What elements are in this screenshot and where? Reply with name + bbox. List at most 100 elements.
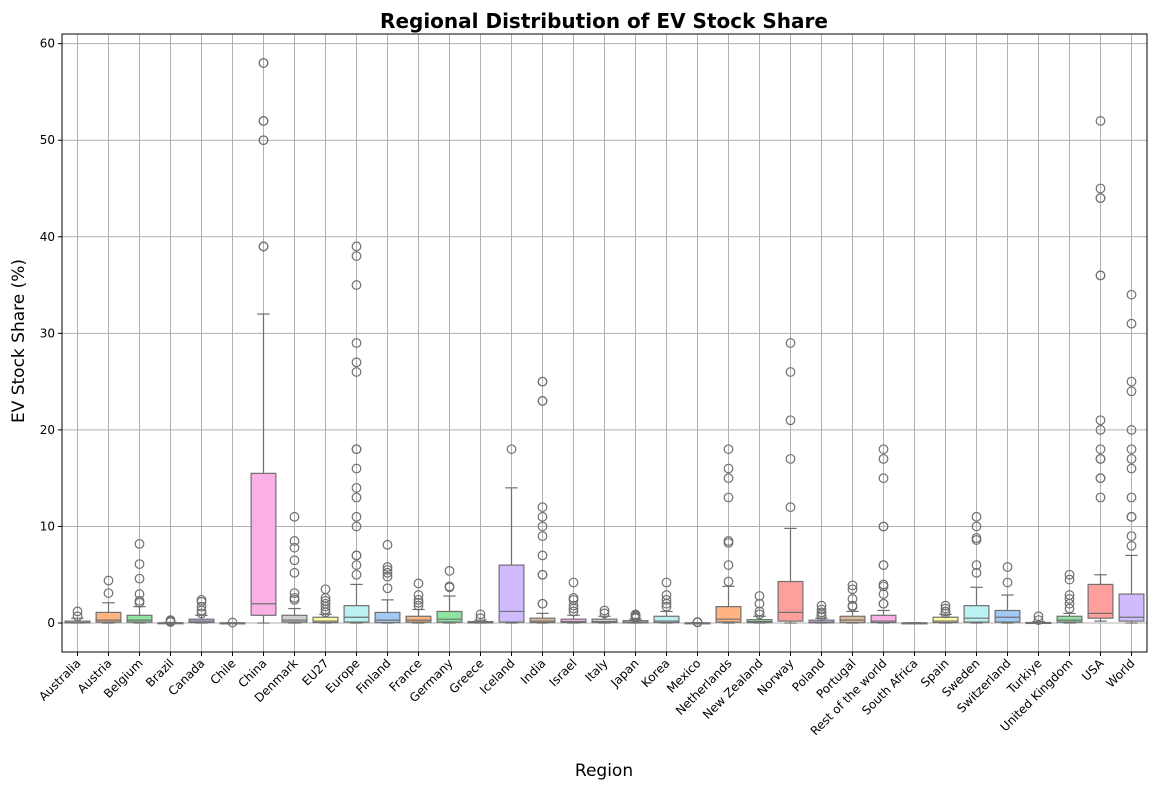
outlier-point — [351, 444, 362, 455]
outlier-point — [1126, 289, 1137, 300]
box-china — [250, 58, 277, 624]
outlier-point — [413, 600, 424, 611]
outlier-point — [165, 615, 176, 626]
outlier-point — [785, 415, 796, 426]
box-mexico — [684, 617, 711, 628]
outlier-point — [351, 357, 362, 368]
outlier-point — [1095, 116, 1106, 126]
outlier-point — [1126, 492, 1137, 503]
outlier-point — [692, 617, 703, 627]
box-europe — [343, 241, 370, 624]
outlier-point — [785, 502, 796, 513]
outlier-point — [1126, 425, 1137, 435]
outlier-point — [351, 569, 362, 580]
outlier-point — [537, 531, 548, 542]
iqr-box — [343, 605, 370, 623]
outlier-point — [196, 608, 207, 619]
outlier-point — [320, 598, 331, 609]
outlier-point — [816, 600, 827, 611]
outlier-point — [351, 492, 362, 503]
outlier-point — [351, 367, 362, 377]
outlier-point — [444, 581, 455, 592]
iqr-box — [1056, 615, 1083, 623]
box-rest-of-the-world — [870, 444, 897, 624]
x-tick-label: Chile — [207, 656, 238, 687]
outlier-point — [289, 593, 300, 603]
outlier-point — [878, 521, 889, 532]
outlier-point — [568, 606, 579, 617]
box-denmark — [281, 511, 308, 624]
outlier-point — [847, 584, 858, 595]
outlier-point — [413, 594, 424, 605]
outlier-point — [1126, 453, 1137, 464]
outlier-point — [878, 598, 889, 609]
outlier-point — [723, 576, 734, 587]
iqr-box — [126, 614, 153, 623]
outlier-point — [1002, 562, 1013, 572]
outlier-point — [568, 577, 579, 588]
box-italy — [591, 605, 618, 624]
outlier-point — [351, 482, 362, 493]
box-belgium — [126, 538, 153, 624]
box-turkiye — [1025, 611, 1052, 626]
outlier-point — [878, 473, 889, 484]
outlier-point — [723, 536, 734, 546]
iqr-box — [560, 618, 587, 624]
outlier-point — [537, 396, 548, 406]
outlier-point — [1095, 444, 1106, 455]
outlier-point — [971, 560, 982, 570]
outlier-point — [258, 58, 269, 68]
boxes-group — [64, 58, 1145, 628]
outlier-point — [847, 593, 858, 604]
iqr-box — [963, 605, 990, 623]
outlier-point — [847, 580, 858, 591]
outlier-point — [1095, 453, 1106, 464]
iqr-box — [994, 609, 1021, 623]
outlier-point — [382, 562, 393, 572]
iqr-box — [95, 611, 122, 623]
outlier-point — [1126, 318, 1137, 329]
outlier-point — [196, 594, 207, 605]
outlier-point — [661, 577, 672, 588]
box-india — [529, 376, 556, 624]
outlier-point — [1095, 270, 1106, 281]
box-sweden — [963, 511, 990, 624]
outlier-point — [661, 594, 672, 605]
iqr-box — [498, 564, 525, 623]
y-tick-label: 60 — [40, 37, 55, 51]
outlier-point — [723, 444, 734, 455]
x-tick-label: India — [518, 656, 549, 687]
outlier-point — [134, 589, 145, 599]
box-portugal — [839, 580, 866, 624]
outlier-point — [413, 597, 424, 608]
outlier-point — [785, 367, 796, 377]
outlier-point — [878, 560, 889, 570]
y-tick-label: 10 — [40, 519, 55, 533]
box-brazil — [157, 615, 184, 627]
outlier-point — [816, 607, 827, 618]
outlier-point — [320, 584, 331, 595]
outlier-point — [940, 603, 951, 614]
box-finland — [374, 539, 401, 624]
box-new-zealand — [746, 591, 773, 624]
box-greece — [467, 609, 494, 624]
outlier-point — [1002, 577, 1013, 588]
outlier-point — [351, 560, 362, 570]
outlier-point — [537, 598, 548, 609]
iqr-box — [281, 614, 308, 623]
x-tick-label: Israel — [547, 656, 580, 689]
outlier-point — [258, 116, 269, 126]
outlier-point — [1126, 531, 1137, 542]
outlier-point — [134, 573, 145, 584]
y-tick-label: 0 — [47, 616, 55, 630]
iqr-box — [777, 580, 804, 622]
box-switzerland — [994, 562, 1021, 624]
outlier-point — [351, 280, 362, 290]
outlier-point — [103, 588, 114, 598]
box-spain — [932, 600, 959, 624]
outlier-point — [1126, 511, 1137, 522]
outlier-point — [289, 588, 300, 598]
outlier-point — [878, 444, 889, 455]
